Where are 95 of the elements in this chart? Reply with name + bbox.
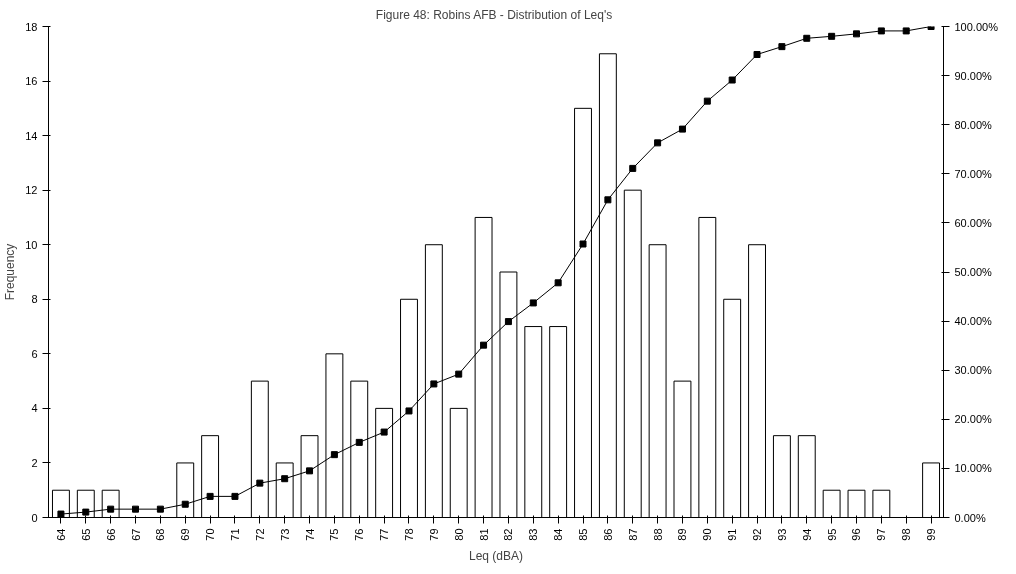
x-tick-label: 93 [775, 528, 788, 541]
y2-tick-label: 60.00% [954, 216, 993, 229]
y-tick-label: 16 [25, 75, 38, 88]
x-tick-label: 65 [79, 528, 92, 541]
x-tick-label: 87 [626, 528, 639, 541]
x-tick-label: 71 [228, 528, 241, 541]
point [430, 380, 438, 388]
point [256, 479, 264, 487]
x-tick-label: 98 [900, 528, 913, 541]
x-tick-label: 83 [527, 528, 540, 541]
x-tick-label: 99 [925, 528, 938, 541]
point [852, 30, 860, 38]
point [107, 505, 115, 513]
x-tick-label: 72 [253, 528, 266, 541]
x-axis-title: Leq (dBA) [468, 548, 524, 563]
point [703, 97, 711, 105]
y-tick-label: 4 [31, 402, 38, 415]
y2-tick-label: 10.00% [954, 462, 993, 475]
point [828, 32, 836, 40]
x-tick-label: 95 [825, 528, 838, 541]
point [629, 164, 637, 172]
point [504, 318, 512, 326]
x-tick-label: 88 [651, 528, 664, 541]
x-tick-label: 82 [502, 528, 515, 541]
y2-tick-label: 90.00% [954, 69, 993, 82]
x-tick-label: 76 [353, 528, 366, 541]
x-tick-label: 67 [129, 528, 142, 541]
y2-tick-label: 80.00% [954, 118, 993, 131]
point [281, 475, 289, 483]
y2-tick-label: 50.00% [954, 266, 993, 278]
point [554, 279, 562, 287]
x-tick-label: 69 [179, 528, 192, 541]
x-tick-label: 85 [577, 528, 590, 541]
y-tick-label: 0 [31, 511, 38, 524]
point [330, 451, 338, 459]
x-tick-label: 64 [54, 528, 67, 541]
point [455, 370, 463, 378]
y-tick-label: 2 [31, 456, 38, 469]
point [306, 467, 314, 475]
point [480, 341, 488, 349]
point [132, 505, 140, 513]
y-tick-label: 14 [25, 129, 38, 142]
point [728, 76, 736, 84]
point [355, 438, 363, 446]
y2-tick-label: 100.00% [954, 20, 999, 33]
x-tick-label: 89 [676, 528, 689, 541]
x-tick-label: 86 [601, 528, 614, 541]
point [405, 407, 413, 415]
x-tick-label: 97 [875, 528, 888, 541]
x-tick-label: 94 [800, 528, 813, 541]
point [380, 428, 388, 436]
chart-title: Figure 48: Robins AFB - Distribution of Leq's [375, 7, 613, 22]
y2-tick-label: 40.00% [954, 315, 993, 328]
point [877, 27, 885, 35]
point [156, 505, 164, 513]
x-tick-label: 77 [378, 528, 391, 541]
point [753, 50, 761, 58]
x-tick-label: 79 [427, 528, 440, 541]
y-axis-title: Frequency [3, 243, 18, 301]
point [604, 196, 612, 204]
x-tick-label: 74 [303, 528, 316, 541]
point [57, 510, 65, 518]
point [579, 240, 587, 248]
point [778, 43, 786, 51]
x-tick-label: 68 [154, 528, 167, 541]
x-tick-label: 90 [701, 528, 714, 541]
x-tick-label: 92 [751, 528, 764, 541]
y-tick-label: 12 [25, 184, 38, 197]
x-tick-label: 66 [104, 528, 117, 541]
point [206, 492, 214, 500]
x-tick-label: 96 [850, 528, 863, 541]
point [529, 299, 537, 307]
x-tick-label: 70 [204, 528, 217, 541]
point [231, 492, 239, 500]
x-tick-label: 91 [726, 528, 739, 541]
point [654, 139, 662, 147]
y2-tick-label: 20.00% [954, 413, 993, 426]
y-tick-label: 6 [31, 347, 38, 360]
x-tick-label: 73 [278, 528, 291, 541]
y-tick-label: 10 [25, 238, 38, 251]
point [902, 27, 910, 35]
x-tick-label: 78 [402, 528, 415, 541]
y-tick-label: 18 [25, 20, 38, 33]
point [181, 500, 189, 508]
y2-tick-label: 70.00% [954, 167, 993, 180]
x-tick-label: 81 [477, 528, 490, 541]
x-tick-label: 80 [452, 528, 465, 541]
y2-tick-label: 30.00% [954, 364, 993, 377]
point [803, 34, 811, 42]
x-tick-label: 75 [328, 528, 341, 541]
point [82, 508, 90, 516]
x-tick-label: 84 [552, 528, 565, 541]
point [678, 125, 686, 133]
y2-tick-label: 0.00% [954, 511, 986, 524]
y-tick-label: 8 [31, 293, 38, 306]
